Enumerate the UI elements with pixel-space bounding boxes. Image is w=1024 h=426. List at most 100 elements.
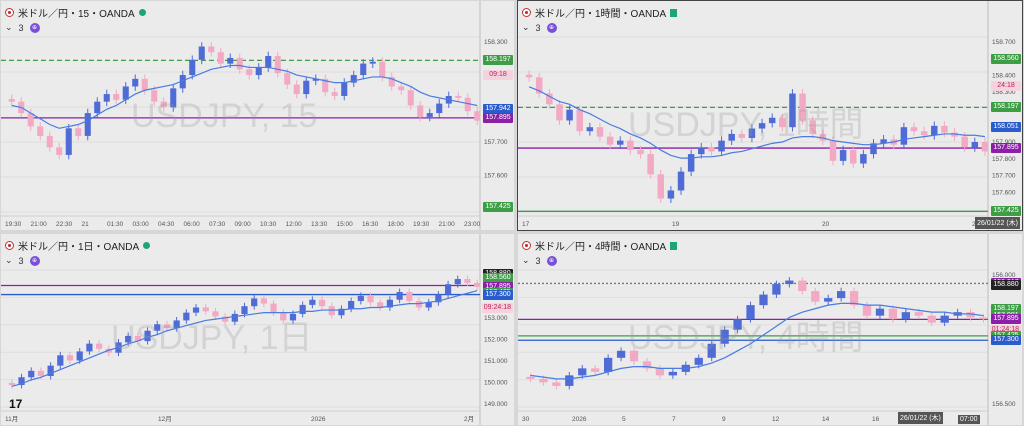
- indicator-row[interactable]: ⌄ 3 ⊕: [522, 22, 557, 33]
- candle-body: [37, 370, 45, 376]
- chart-15m-plot[interactable]: 158.300158.100157.800157.700157.600157.5…: [1, 1, 514, 230]
- candle-body: [616, 140, 624, 145]
- chart-pane-15m[interactable]: 158.300158.100157.800157.700157.600157.5…: [1, 1, 514, 230]
- y-tick-label: 157.700: [484, 139, 508, 146]
- price-tag: 157.425: [991, 206, 1021, 216]
- candle-body: [56, 147, 63, 155]
- y-tick-label: 156.000: [992, 272, 1016, 279]
- candle-body: [86, 343, 93, 352]
- candle-body: [565, 375, 574, 386]
- candle-body: [312, 78, 319, 81]
- x-tick-label: 12: [772, 416, 780, 423]
- price-tag: 157.300: [991, 335, 1021, 346]
- candle-body: [836, 291, 846, 299]
- price-tag: 01:24:18: [989, 325, 1021, 335]
- candle-body: [552, 382, 561, 386]
- candle-body: [202, 307, 209, 312]
- candle-body: [464, 279, 471, 283]
- y-tick-label: 157.600: [992, 189, 1016, 196]
- indicator-row[interactable]: ⌄ 3 ⊕: [5, 255, 40, 266]
- y-tick-label: 157.800: [992, 156, 1016, 163]
- candle-body: [455, 95, 462, 98]
- price-tag: 157.895: [483, 281, 513, 292]
- candle-body: [849, 291, 859, 306]
- candle-body: [474, 111, 481, 121]
- chevron-down-icon[interactable]: ⌄: [5, 255, 13, 265]
- chart-pane-1h[interactable]: 158.700158.600158.400158.300158.200158.0…: [517, 0, 1023, 231]
- candle-body: [941, 125, 948, 133]
- candle-body: [900, 127, 908, 145]
- candle-body: [576, 109, 583, 132]
- candle-body: [241, 306, 248, 314]
- indicator-row[interactable]: ⌄ 3 ⊕: [5, 22, 40, 33]
- candle-body: [474, 282, 481, 287]
- symbol-title[interactable]: 米ドル／円・4時間・OANDA: [535, 242, 667, 253]
- candle-body: [454, 279, 461, 285]
- candle-body: [46, 135, 53, 148]
- candle-body: [179, 75, 186, 89]
- y-tick-label: 150.000: [484, 380, 508, 387]
- y-tick-label: 153.000: [484, 315, 508, 322]
- chart-pane-1d[interactable]: 155.000154.000153.000152.000151.000150.0…: [1, 234, 514, 425]
- candle-body: [772, 284, 781, 295]
- candle-body: [170, 88, 177, 108]
- x-tick-label: 30: [522, 416, 530, 423]
- candle-body: [189, 59, 196, 76]
- candle-body: [141, 78, 148, 91]
- candle-body: [57, 355, 64, 366]
- indicator-icon[interactable]: ⊕: [29, 22, 40, 33]
- candle-body: [920, 131, 928, 136]
- market-status-icon: [138, 9, 146, 16]
- candle-body: [758, 123, 766, 129]
- x-tick-label: 20: [822, 221, 830, 228]
- candle-body: [708, 147, 715, 152]
- indicator-icon[interactable]: ⊕: [546, 22, 557, 33]
- indicator-icon[interactable]: ⊕: [29, 255, 40, 266]
- chevron-down-icon[interactable]: ⌄: [5, 22, 13, 32]
- candle-body: [435, 294, 442, 303]
- symbol-title[interactable]: 米ドル／円・1時間・OANDA: [535, 9, 667, 20]
- candle-body: [655, 368, 665, 376]
- x-tick-label: 11月: [5, 415, 18, 423]
- candle-body: [668, 371, 678, 376]
- candle-body: [436, 103, 443, 114]
- date-tag: 26/01/22 (木): [975, 217, 1020, 229]
- candle-body: [303, 80, 310, 95]
- moving-average-line: [11, 290, 478, 387]
- chevron-down-icon[interactable]: ⌄: [522, 22, 530, 32]
- tradingview-logo[interactable]: 17: [9, 397, 23, 411]
- candle-body: [322, 78, 329, 93]
- symbol-title[interactable]: 米ドル／円・1日・OANDA: [18, 242, 140, 253]
- candle-body: [260, 298, 267, 304]
- candle-body: [407, 90, 414, 106]
- symbol-title[interactable]: 米ドル／円・15・OANDA: [18, 9, 135, 20]
- candle-body: [183, 312, 190, 321]
- us-flag-icon: [522, 241, 531, 250]
- candle-body: [377, 302, 384, 308]
- time-tag: 07:00: [958, 415, 980, 424]
- candle-body: [255, 67, 262, 76]
- us-flag-icon: [522, 8, 531, 17]
- x-tick-label: 09:00: [235, 221, 252, 228]
- candle-body: [360, 63, 367, 76]
- x-tick-label: 23:00: [464, 221, 481, 228]
- moving-average-line: [11, 64, 478, 129]
- date-tag: 26/01/22 (木): [898, 412, 943, 424]
- chart-1h-plot[interactable]: 158.700158.600158.400158.300158.200158.0…: [518, 1, 1022, 230]
- candle-body: [328, 306, 335, 316]
- candle-body: [426, 113, 433, 117]
- chevron-down-icon[interactable]: ⌄: [522, 255, 530, 265]
- indicator-row[interactable]: ⌄ 3 ⊕: [522, 255, 557, 266]
- candle-body: [350, 75, 357, 83]
- candle-body: [84, 113, 91, 136]
- indicator-icon[interactable]: ⊕: [546, 255, 557, 266]
- candle-body: [406, 291, 413, 302]
- candle-body: [526, 376, 535, 379]
- candle-body: [173, 320, 180, 329]
- candle-body: [151, 90, 158, 102]
- chart-1d-plot[interactable]: 155.000154.000153.000152.000151.000150.0…: [1, 234, 514, 425]
- candle-body: [265, 56, 272, 68]
- candle-body: [299, 304, 306, 314]
